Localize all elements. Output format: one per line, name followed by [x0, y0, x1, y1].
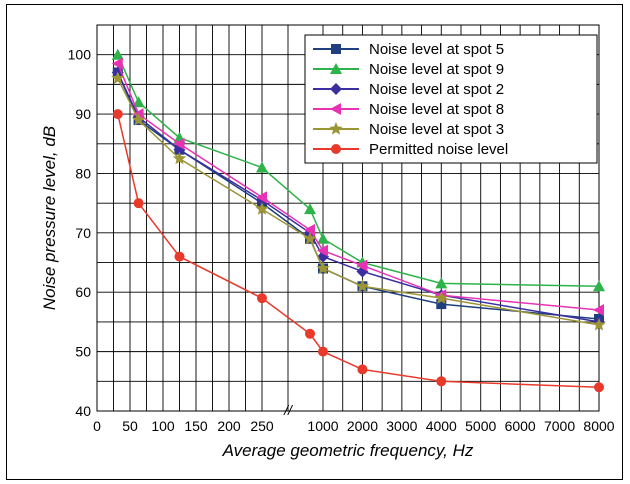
data-point — [357, 364, 368, 375]
legend-swatch-marker — [331, 44, 341, 54]
data-point — [173, 137, 185, 150]
x-tick-label: 5000 — [465, 418, 496, 434]
y-tick-label: 60 — [75, 284, 91, 300]
data-point — [255, 202, 269, 215]
x-tick-label: 3000 — [386, 418, 417, 434]
data-point — [317, 244, 328, 257]
data-point — [257, 293, 267, 304]
data-point — [304, 203, 316, 215]
data-point — [305, 328, 315, 339]
x-tick-label: 250 — [250, 418, 274, 434]
data-point — [316, 261, 330, 275]
data-point — [111, 57, 123, 70]
y-tick-label: 80 — [75, 165, 91, 181]
y-tick-label: 70 — [75, 225, 91, 241]
x-tick-label: 100 — [151, 418, 175, 434]
legend-entry-label: Noise level at spot 2 — [369, 81, 504, 98]
data-point — [356, 259, 368, 272]
data-point — [303, 231, 317, 245]
data-point — [594, 382, 604, 393]
x-tick-label: 8000 — [583, 418, 614, 434]
x-tick-label: 1000 — [307, 418, 338, 434]
legend-swatch-marker — [330, 83, 342, 95]
data-point — [318, 346, 328, 357]
legend-swatch-marker — [331, 144, 341, 154]
x-tick-label: 50 — [122, 418, 138, 434]
data-point — [593, 280, 605, 292]
data-point — [174, 251, 185, 262]
data-point — [111, 48, 124, 60]
legend-swatch-marker — [330, 103, 341, 115]
legend-entry-label: Noise level at spot 9 — [369, 61, 504, 78]
y-tick-label: 50 — [75, 344, 91, 360]
data-point — [435, 277, 448, 289]
legend-entry-label: Noise level at spot 3 — [369, 121, 504, 138]
y-tick-label: 90 — [75, 106, 91, 122]
data-point — [112, 109, 123, 120]
data-point — [436, 376, 447, 387]
x-tick-label: 200 — [217, 418, 241, 434]
legend-entry-label: Permitted noise level — [369, 141, 508, 158]
x-tick-label: 2000 — [347, 418, 378, 434]
plot-area — [96, 24, 600, 412]
data-point — [131, 113, 146, 126]
data-point — [132, 108, 144, 121]
x-axis-title: Average geometric frequency, Hz — [222, 441, 474, 460]
legend-entry-label: Noise level at spot 5 — [369, 41, 504, 58]
data-point — [172, 151, 187, 165]
data-point — [593, 304, 604, 317]
data-point — [133, 198, 144, 209]
y-tick-label: 40 — [75, 403, 91, 419]
data-point — [436, 299, 447, 310]
data-point — [355, 279, 370, 292]
data-point — [434, 291, 448, 304]
data-point — [592, 317, 606, 331]
x-tick-label: 4000 — [426, 418, 457, 434]
x-tick-label: 150 — [184, 418, 208, 434]
data-point — [317, 232, 329, 244]
data-point — [111, 71, 125, 85]
legend-swatch-marker — [330, 63, 342, 74]
legend-swatch-marker — [329, 122, 343, 135]
x-tick-label: 7000 — [544, 418, 575, 434]
y-tick-label: 100 — [68, 47, 92, 63]
data-point — [304, 223, 315, 236]
x-tick-label: 6000 — [505, 418, 536, 434]
y-axis-title: Noise pressure level, dB — [40, 126, 59, 310]
data-point — [256, 161, 268, 173]
chart-frame: 40 50 60 70 80 90 100 0 50 100 150 200 250 1000 2000 30… — [6, 4, 623, 480]
legend-entry-label: Noise level at spot 8 — [369, 101, 504, 118]
x-tick-label: 0 — [93, 418, 101, 434]
data-point — [256, 191, 267, 204]
legend — [304, 34, 598, 164]
data-point — [132, 96, 145, 108]
axis-break-marker: // — [283, 402, 294, 418]
